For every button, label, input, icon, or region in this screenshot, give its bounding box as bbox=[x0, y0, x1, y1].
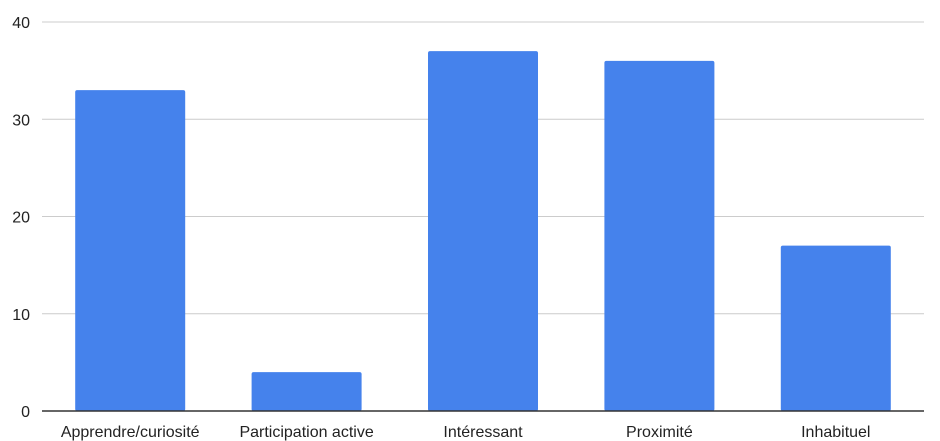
bar bbox=[251, 372, 362, 411]
x-category-label: Proximité bbox=[626, 424, 693, 441]
bar bbox=[75, 90, 186, 411]
bar bbox=[428, 51, 538, 412]
y-tick-label: 20 bbox=[12, 210, 30, 227]
x-category-label: Inhabituel bbox=[801, 424, 870, 441]
x-category-label: Participation active bbox=[239, 424, 373, 441]
y-tick-label: 10 bbox=[12, 307, 30, 324]
bars bbox=[75, 51, 891, 412]
x-category-label: Apprendre/curiosité bbox=[61, 424, 200, 441]
bar bbox=[780, 245, 891, 411]
x-category-label: Intéressant bbox=[443, 424, 523, 441]
y-tick-label: 40 bbox=[12, 15, 30, 32]
y-tick-label: 30 bbox=[12, 112, 30, 129]
x-axis-category-labels: Apprendre/curiosité Participation active I… bbox=[61, 424, 871, 441]
y-tick-label: 0 bbox=[21, 404, 30, 421]
bar bbox=[604, 60, 715, 412]
y-axis-tick-labels: 0 10 20 30 40 bbox=[12, 15, 30, 421]
